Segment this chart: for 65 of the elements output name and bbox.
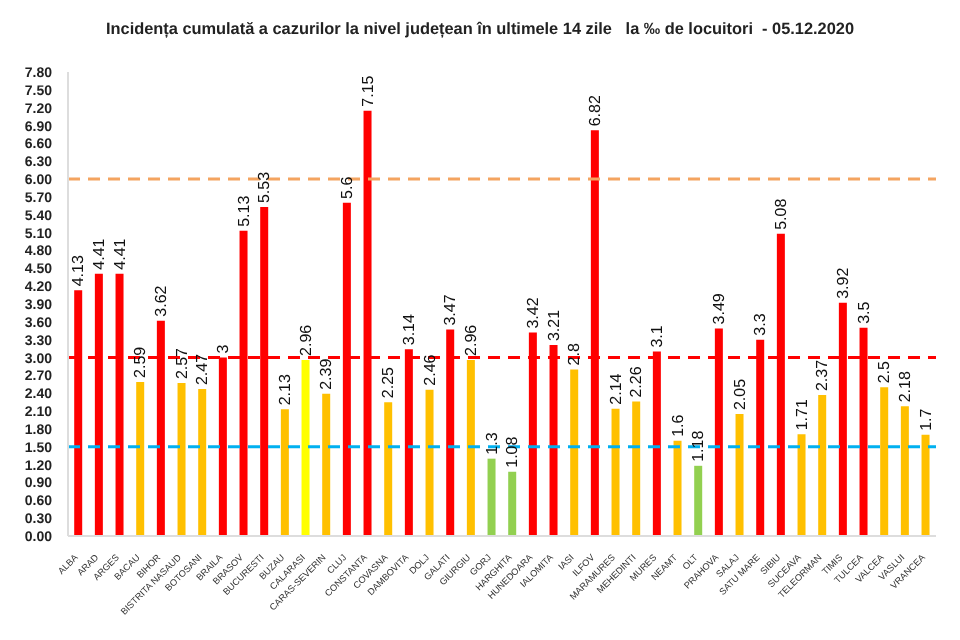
- data-label: 3.47: [441, 293, 460, 326]
- bar: [322, 393, 331, 536]
- bar: [694, 465, 703, 536]
- data-label: 2.47: [193, 352, 212, 386]
- bar: [425, 389, 434, 536]
- data-label: 2.57: [172, 346, 191, 380]
- data-label: 5.53: [255, 170, 274, 204]
- bar: [136, 381, 145, 536]
- data-label: 2.37: [813, 358, 832, 392]
- bar: [611, 408, 620, 536]
- data-label: 4.13: [69, 254, 88, 287]
- data-label: 3.92: [833, 266, 852, 299]
- bar: [673, 440, 682, 536]
- data-label: 2.46: [420, 353, 439, 386]
- data-label: 2.26: [627, 365, 646, 398]
- data-label: 3.62: [151, 284, 170, 317]
- data-label: 2.96: [296, 323, 315, 356]
- chart-title: Incidența cumulată a cazurilor la nivel județean în ultimele 14 zile la ‰ de locuitori - 05.12.2020: [103, 18, 857, 42]
- data-label: 2.14: [606, 372, 625, 405]
- data-label: 6.82: [585, 94, 604, 127]
- data-label: 2.05: [730, 377, 749, 411]
- data-label: 3.5: [854, 300, 873, 324]
- data-label: 5.08: [771, 197, 790, 230]
- data-label: 3: [213, 343, 232, 354]
- data-label: 1.18: [689, 429, 708, 462]
- data-label: 3.42: [523, 296, 542, 329]
- data-label: 2.5: [875, 359, 894, 384]
- data-label: 2.39: [317, 357, 336, 390]
- data-label: 4.41: [89, 237, 108, 270]
- bar: [570, 369, 579, 536]
- bar: [797, 434, 806, 536]
- data-label: 4.41: [110, 237, 129, 270]
- bar: [508, 471, 517, 536]
- data-label: 3.3: [751, 312, 770, 336]
- data-label: 2.59: [131, 345, 150, 378]
- data-label: 5.6: [337, 175, 356, 199]
- data-label: 5.13: [234, 194, 253, 227]
- data-label: 7.15: [358, 74, 377, 107]
- bar: [466, 359, 475, 536]
- bar: [921, 434, 930, 536]
- data-label: 1.6: [668, 413, 687, 437]
- data-label: 2.25: [379, 365, 398, 399]
- bar: [818, 395, 827, 536]
- data-label: 2.18: [895, 370, 914, 403]
- bar: [301, 359, 310, 536]
- bar: [487, 458, 496, 536]
- data-label: 2.13: [275, 373, 294, 406]
- data-label: 3.14: [399, 312, 418, 346]
- data-label: 3.49: [709, 292, 728, 325]
- data-label: 2.96: [461, 323, 480, 356]
- bar: [735, 414, 744, 536]
- bar: [880, 387, 889, 536]
- bar: [280, 409, 289, 536]
- bar: [177, 383, 186, 536]
- bar: [632, 401, 641, 536]
- data-label: 3.1: [647, 324, 666, 348]
- data-label: 2.8: [565, 342, 584, 366]
- bar: [384, 402, 393, 536]
- data-label: 1.71: [792, 398, 811, 431]
- data-label: 3.21: [544, 308, 563, 342]
- data-label: 1.08: [503, 435, 522, 468]
- data-label: 1.7: [916, 407, 935, 431]
- bar: [900, 406, 909, 536]
- bar: [198, 389, 207, 536]
- data-label: 1.3: [482, 431, 501, 455]
